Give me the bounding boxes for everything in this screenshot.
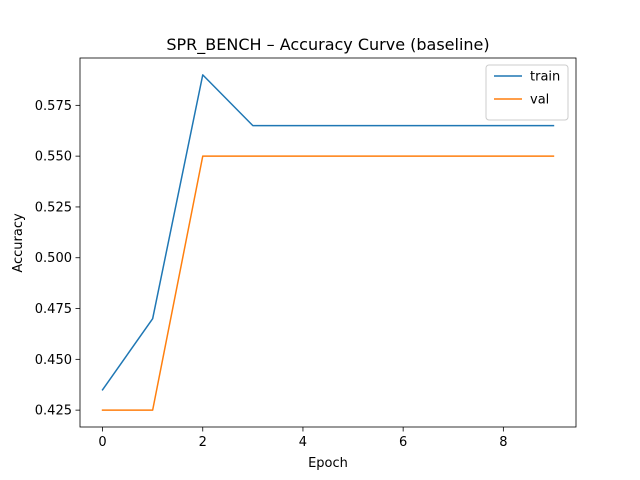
y-tick-label: 0.550 xyxy=(35,150,72,165)
legend-label-val: val xyxy=(530,93,549,108)
y-tick-label: 0.450 xyxy=(35,353,72,368)
x-tick-label: 0 xyxy=(98,435,106,450)
x-tick-label: 4 xyxy=(299,435,307,450)
legend: train val xyxy=(485,64,569,121)
y-tick-label: 0.500 xyxy=(35,251,72,266)
series-lines xyxy=(101,74,555,411)
plot-frame xyxy=(79,57,577,428)
x-tick-label: 8 xyxy=(499,435,507,450)
plot-axes xyxy=(79,57,577,428)
x-tick-label: 6 xyxy=(399,435,407,450)
y-tick-label: 0.525 xyxy=(35,200,72,215)
series-line-val xyxy=(101,155,555,411)
legend-box xyxy=(485,64,569,121)
y-axis-label: Accuracy xyxy=(11,213,26,273)
y-axis-ticks: 0.425 0.450 0.475 0.500 0.525 0.550 0.575 xyxy=(35,99,80,419)
chart-title: SPR_BENCH – Accuracy Curve (baseline) xyxy=(166,35,489,55)
x-axis-ticks: 0 2 4 6 8 xyxy=(98,427,507,450)
y-tick-label: 0.475 xyxy=(35,302,72,317)
y-tick-label: 0.425 xyxy=(35,404,72,419)
x-tick-label: 2 xyxy=(199,435,207,450)
x-axis-label: Epoch xyxy=(308,456,348,471)
series-line-train xyxy=(101,74,555,391)
legend-label-train: train xyxy=(530,70,560,85)
y-tick-label: 0.575 xyxy=(35,99,72,114)
